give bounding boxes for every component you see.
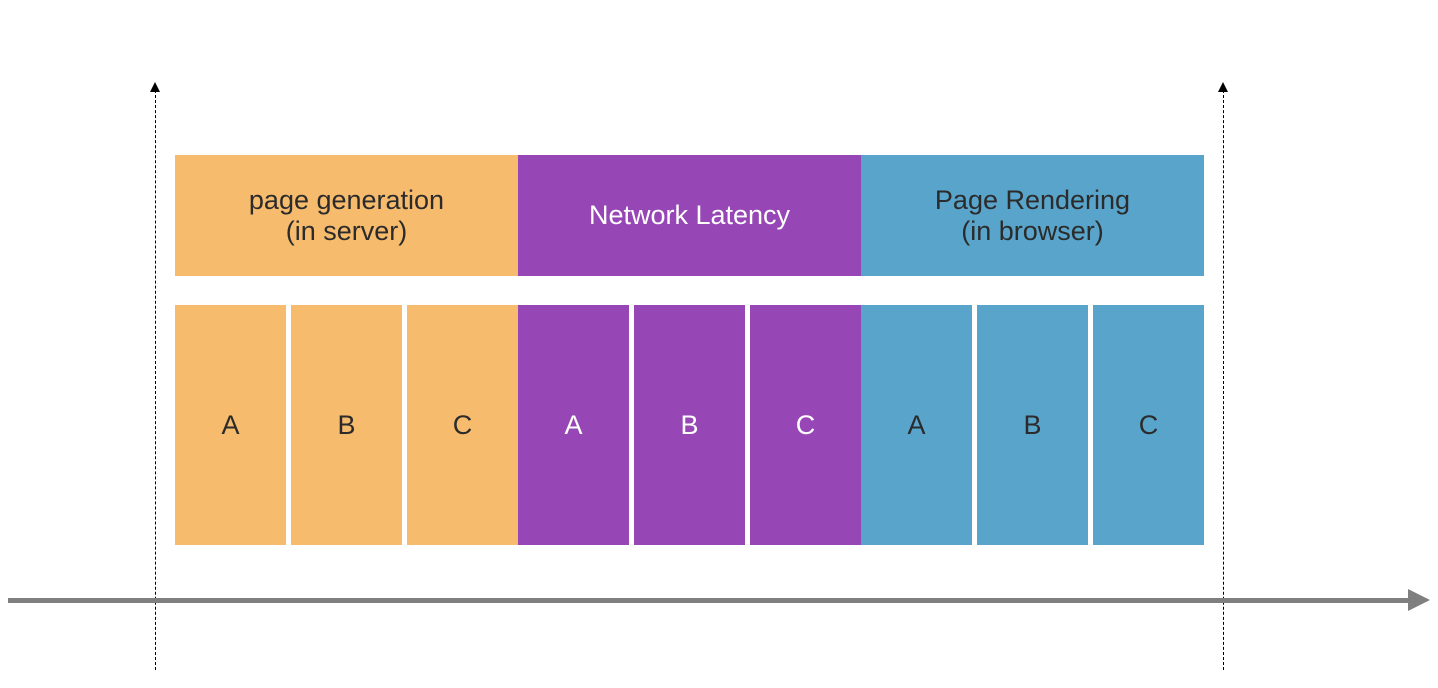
subblock-server-a: A bbox=[175, 305, 286, 545]
phase-title-line1: Page Rendering bbox=[935, 185, 1130, 216]
time-axis-arrow bbox=[1408, 589, 1430, 611]
subblock-server-c: C bbox=[407, 305, 518, 545]
phase-header-server: page generation(in server) bbox=[175, 155, 518, 276]
phase-header-network: Network Latency bbox=[518, 155, 861, 276]
subblock-browser-c: C bbox=[1093, 305, 1204, 545]
phase-title-line2: (in browser) bbox=[961, 216, 1104, 247]
vertical-marker-arrow-0 bbox=[150, 82, 160, 92]
subblock-network-c: C bbox=[750, 305, 861, 545]
phase-title-line1: page generation bbox=[249, 185, 444, 216]
vertical-marker-1 bbox=[1223, 90, 1224, 670]
vertical-marker-arrow-1 bbox=[1218, 82, 1228, 92]
subblock-network-a: A bbox=[518, 305, 629, 545]
subblock-server-b: B bbox=[291, 305, 402, 545]
phase-header-browser: Page Rendering(in browser) bbox=[861, 155, 1204, 276]
phase-title-line1: Network Latency bbox=[589, 200, 790, 231]
diagram-canvas: page generation(in server) Network Latenc… bbox=[0, 0, 1438, 688]
subblock-browser-b: B bbox=[977, 305, 1088, 545]
vertical-marker-0 bbox=[155, 90, 156, 670]
time-axis bbox=[8, 598, 1419, 603]
subblock-browser-a: A bbox=[861, 305, 972, 545]
subblock-network-b: B bbox=[634, 305, 745, 545]
phase-title-line2: (in server) bbox=[286, 216, 408, 247]
